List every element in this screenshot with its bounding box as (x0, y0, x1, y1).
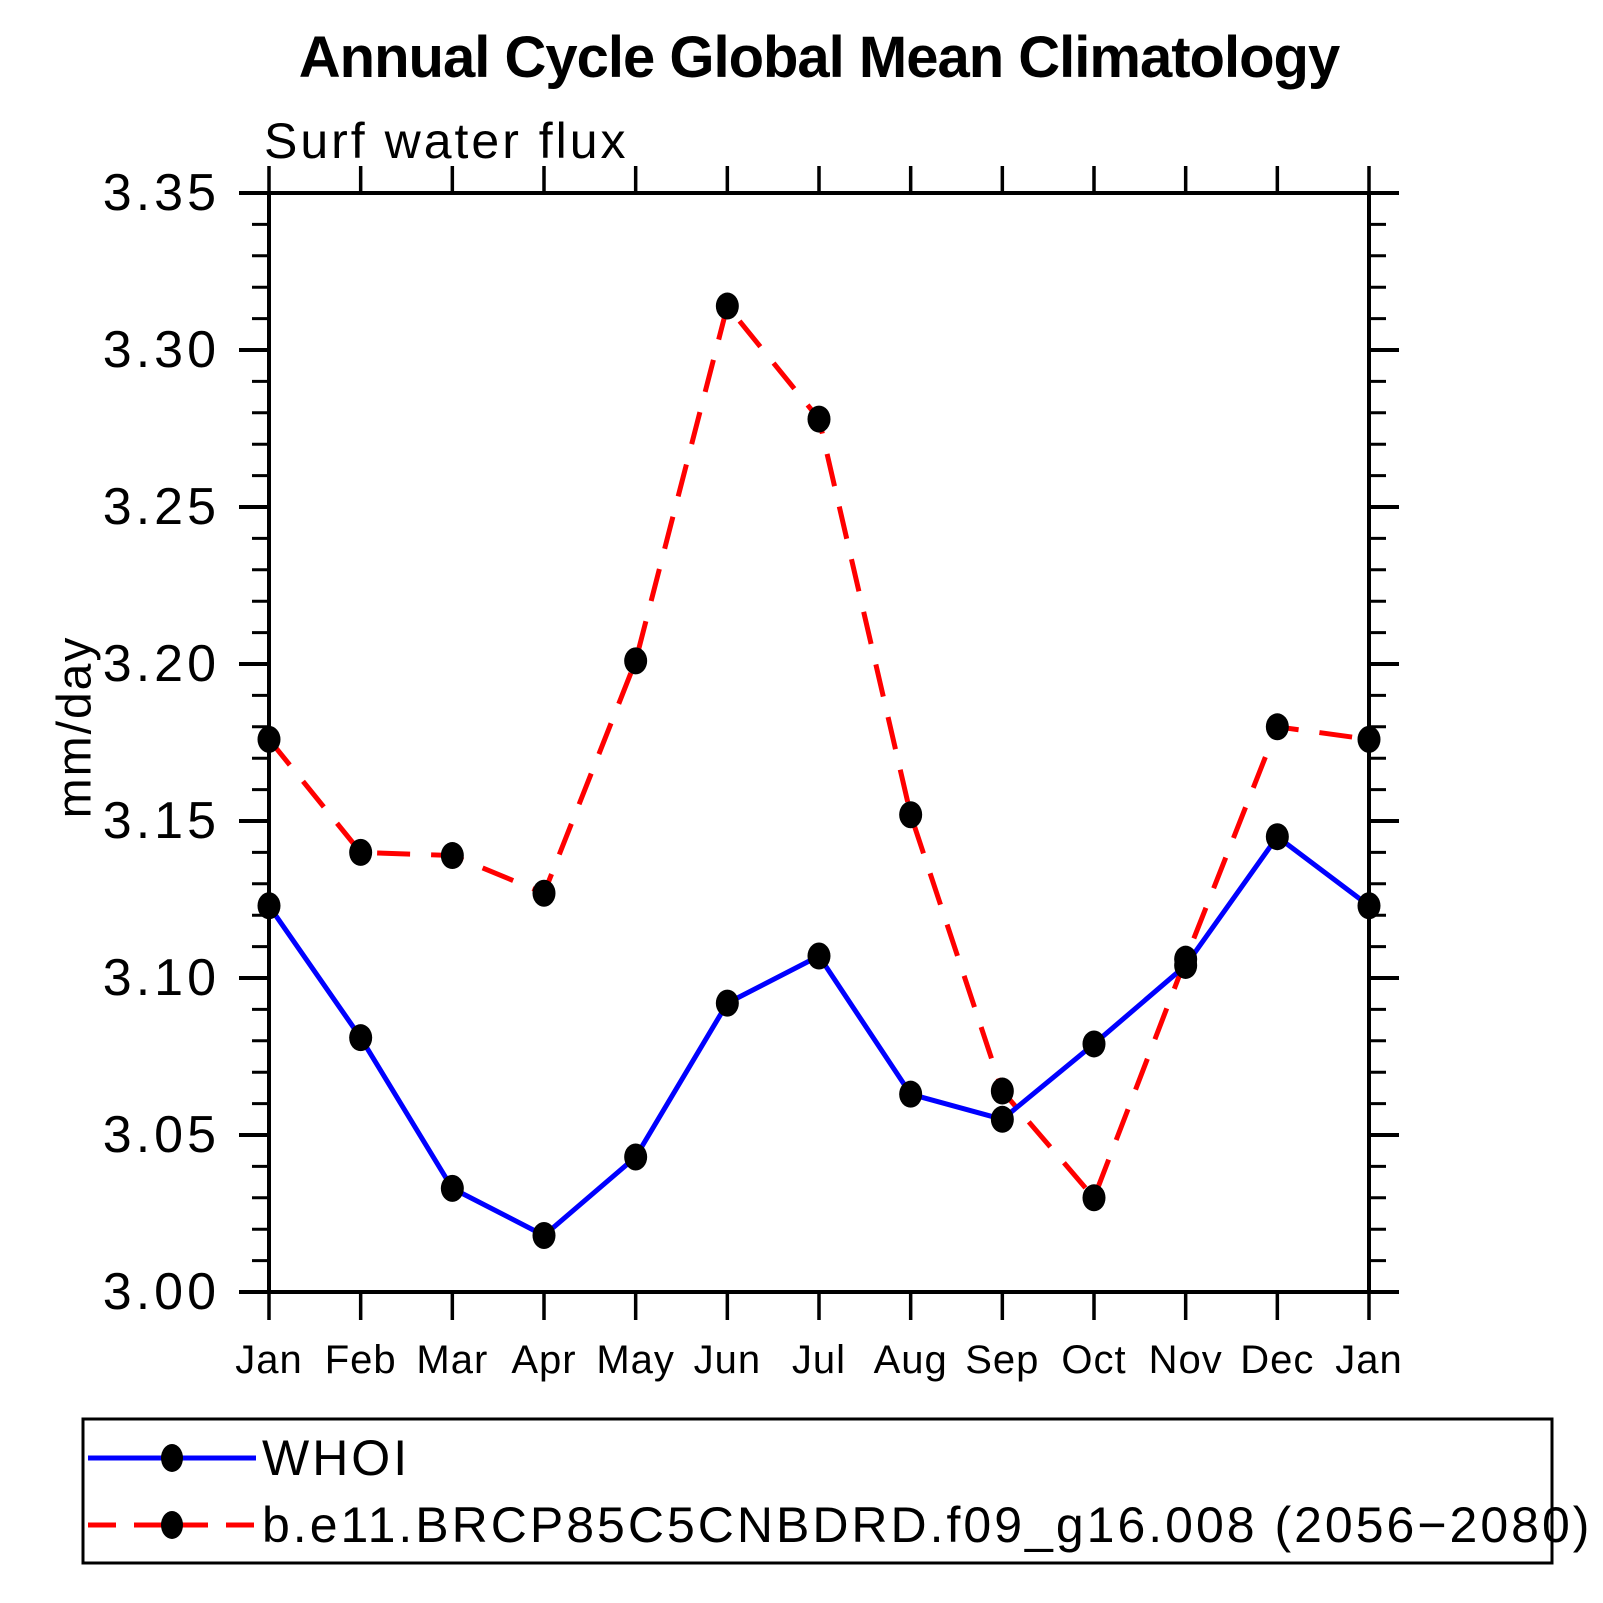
x-tick-label: Aug (873, 1338, 948, 1382)
data-point-marker (1357, 725, 1381, 753)
data-point-marker (532, 879, 556, 907)
data-point-marker (807, 405, 831, 433)
data-point-marker (624, 647, 648, 675)
chart-subtitle: Surf water flux (264, 113, 629, 169)
data-point-marker (715, 292, 739, 320)
y-tick-label: 3.25 (102, 478, 220, 536)
x-tick-label: Nov (1148, 1338, 1223, 1382)
legend-label-whoi: WHOI (262, 1430, 411, 1486)
legend-marker (161, 1444, 183, 1472)
data-point-marker (990, 1077, 1014, 1105)
x-tick-label: Jan (235, 1338, 303, 1382)
whoi-line (266, 834, 1371, 1238)
x-tick-label: Jul (791, 1338, 847, 1382)
data-point-marker (990, 1105, 1014, 1133)
data-point-marker (1082, 1030, 1106, 1058)
legend-label-model: b.e11.BRCP85C5CNBDRD.f09_g16.008 (2056−2… (262, 1497, 1593, 1553)
y-tick-label: 3.35 (102, 164, 220, 222)
legend-box (81, 1417, 1554, 1565)
data-point-marker (532, 1221, 556, 1249)
data-point-marker (1265, 713, 1289, 741)
axis-frame (267, 191, 1371, 1294)
x-tick-label: Sep (965, 1338, 1040, 1382)
y-tick-label: 3.30 (102, 321, 220, 379)
x-tick-label: Mar (416, 1338, 489, 1382)
data-point-marker (257, 892, 281, 920)
x-tick-label: Apr (511, 1338, 577, 1382)
data-point-marker (624, 1143, 648, 1171)
x-tick-label: Dec (1240, 1338, 1315, 1382)
x-tick-label: Jan (1335, 1338, 1403, 1382)
data-point-marker (899, 801, 923, 829)
data-point-marker (349, 838, 373, 866)
y-tick-label: 3.10 (102, 949, 220, 1007)
data-point-marker (1082, 1184, 1106, 1212)
data-point-marker (440, 842, 464, 870)
data-point-marker (899, 1080, 923, 1108)
data-point-marker (349, 1024, 373, 1052)
x-tick-label: Oct (1061, 1338, 1127, 1382)
x-tick-label: May (596, 1338, 675, 1382)
data-point-marker (715, 989, 739, 1017)
y-tick-label: 3.15 (102, 792, 220, 850)
data-point-marker (440, 1174, 464, 1202)
data-point-marker (807, 942, 831, 970)
data-point-marker (1357, 892, 1381, 920)
chart-title: Annual Cycle Global Mean Climatology (298, 25, 1340, 90)
data-point-marker (1265, 823, 1289, 851)
y-tick-label: 3.20 (102, 635, 220, 693)
x-tick-label: Feb (324, 1338, 397, 1382)
x-tick-label: Jun (693, 1338, 762, 1382)
data-point-marker (257, 725, 281, 753)
y-tick-label: 3.00 (102, 1263, 220, 1321)
y-tick-label: 3.05 (102, 1106, 220, 1164)
legend-marker (161, 1511, 183, 1539)
model-line (267, 303, 1370, 1201)
data-point-marker (1174, 945, 1198, 973)
